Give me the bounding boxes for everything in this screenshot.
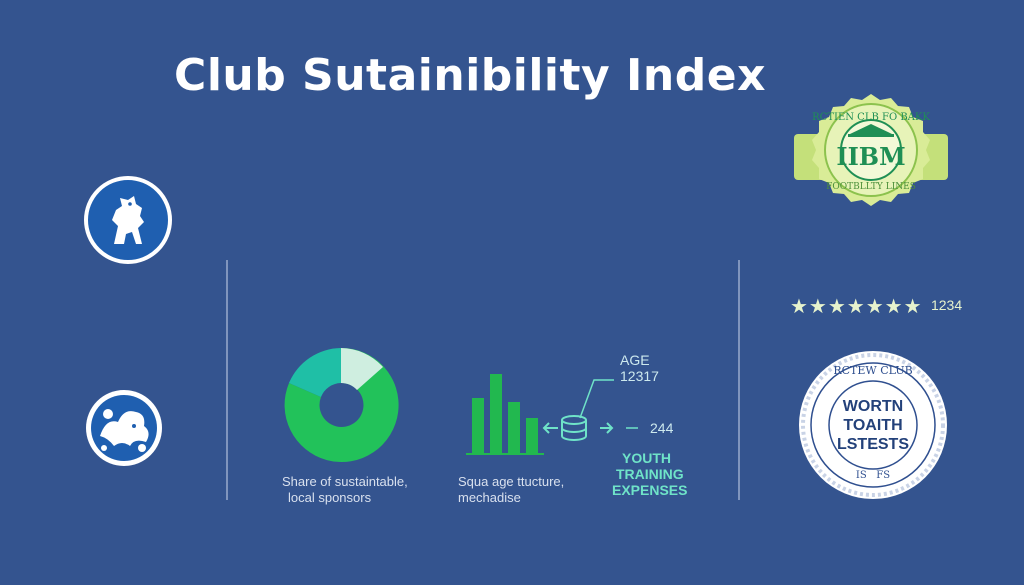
database-icon bbox=[561, 415, 587, 441]
bar-2 bbox=[490, 374, 502, 454]
bars-caption-line2: mechadise bbox=[458, 490, 521, 505]
star-icon: ★★★★★★★ bbox=[790, 296, 923, 318]
donut-caption-line1: Share of sustaintable, bbox=[282, 474, 408, 489]
svg-text:• • •: • • • bbox=[868, 446, 878, 452]
youth-line3: EXPENSES bbox=[612, 482, 688, 498]
bar-3 bbox=[508, 402, 520, 454]
sponsors-donut-chart bbox=[282, 346, 400, 464]
green-badge-top-text: RCTIEN CLB FO BAKK bbox=[812, 112, 930, 123]
age-structure-bar-chart bbox=[466, 370, 546, 456]
green-badge-center-text: IIBM bbox=[836, 142, 906, 171]
age-value: 12317 bbox=[620, 368, 659, 384]
page-title: Club Sutainibility Index bbox=[174, 50, 766, 101]
white-badge-top-text: RCTEW CLUB bbox=[833, 364, 913, 377]
green-certification-badge: RCTIEN CLB FO BAKK IIBM FOOTBLLTY LINES bbox=[788, 90, 954, 230]
rating-row: ★★★★★★★ 1234 bbox=[790, 294, 990, 319]
age-label: AGE bbox=[620, 352, 650, 368]
bar-4 bbox=[526, 418, 538, 454]
donut-caption: Share of sustaintable, local sponsors bbox=[282, 474, 442, 506]
donut-segment-teal bbox=[289, 348, 341, 397]
white-badge-bottom-text: IS FS bbox=[855, 470, 891, 481]
donut-caption-line2: local sponsors bbox=[288, 490, 372, 505]
left-divider bbox=[226, 260, 228, 500]
flow-connectors bbox=[540, 360, 650, 450]
green-badge-bottom-text: FOOTBLLTY LINES bbox=[826, 182, 916, 192]
rating-value: 1234 bbox=[930, 297, 963, 313]
bars-caption-line1: Squa age ttucture, bbox=[458, 474, 565, 489]
youth-training-expenses: YOUTH TRAINING EXPENSES bbox=[612, 450, 687, 498]
white-seal-badge: • • • RCTEW CLUB WORTN TOAITH LSTESTS IS… bbox=[798, 350, 948, 500]
white-badge-line1: WORTN bbox=[842, 398, 904, 415]
youth-line1: YOUTH bbox=[622, 450, 671, 466]
arrow-right-icon bbox=[600, 422, 614, 434]
dragon-crest-icon bbox=[84, 388, 164, 468]
white-badge-line2: TOAITH bbox=[843, 417, 903, 434]
bar-1 bbox=[472, 398, 484, 454]
arrow-value: 244 bbox=[650, 420, 674, 436]
white-badge-line3: LSTESTS bbox=[836, 436, 909, 453]
arrow-left-icon bbox=[542, 422, 558, 434]
right-divider bbox=[738, 260, 740, 500]
bars-caption: Squa age ttucture, mechadise bbox=[458, 474, 618, 506]
lion-crest-icon bbox=[84, 176, 172, 264]
youth-line2: TRAINING bbox=[616, 466, 684, 482]
donut-segment-pale bbox=[341, 348, 383, 390]
